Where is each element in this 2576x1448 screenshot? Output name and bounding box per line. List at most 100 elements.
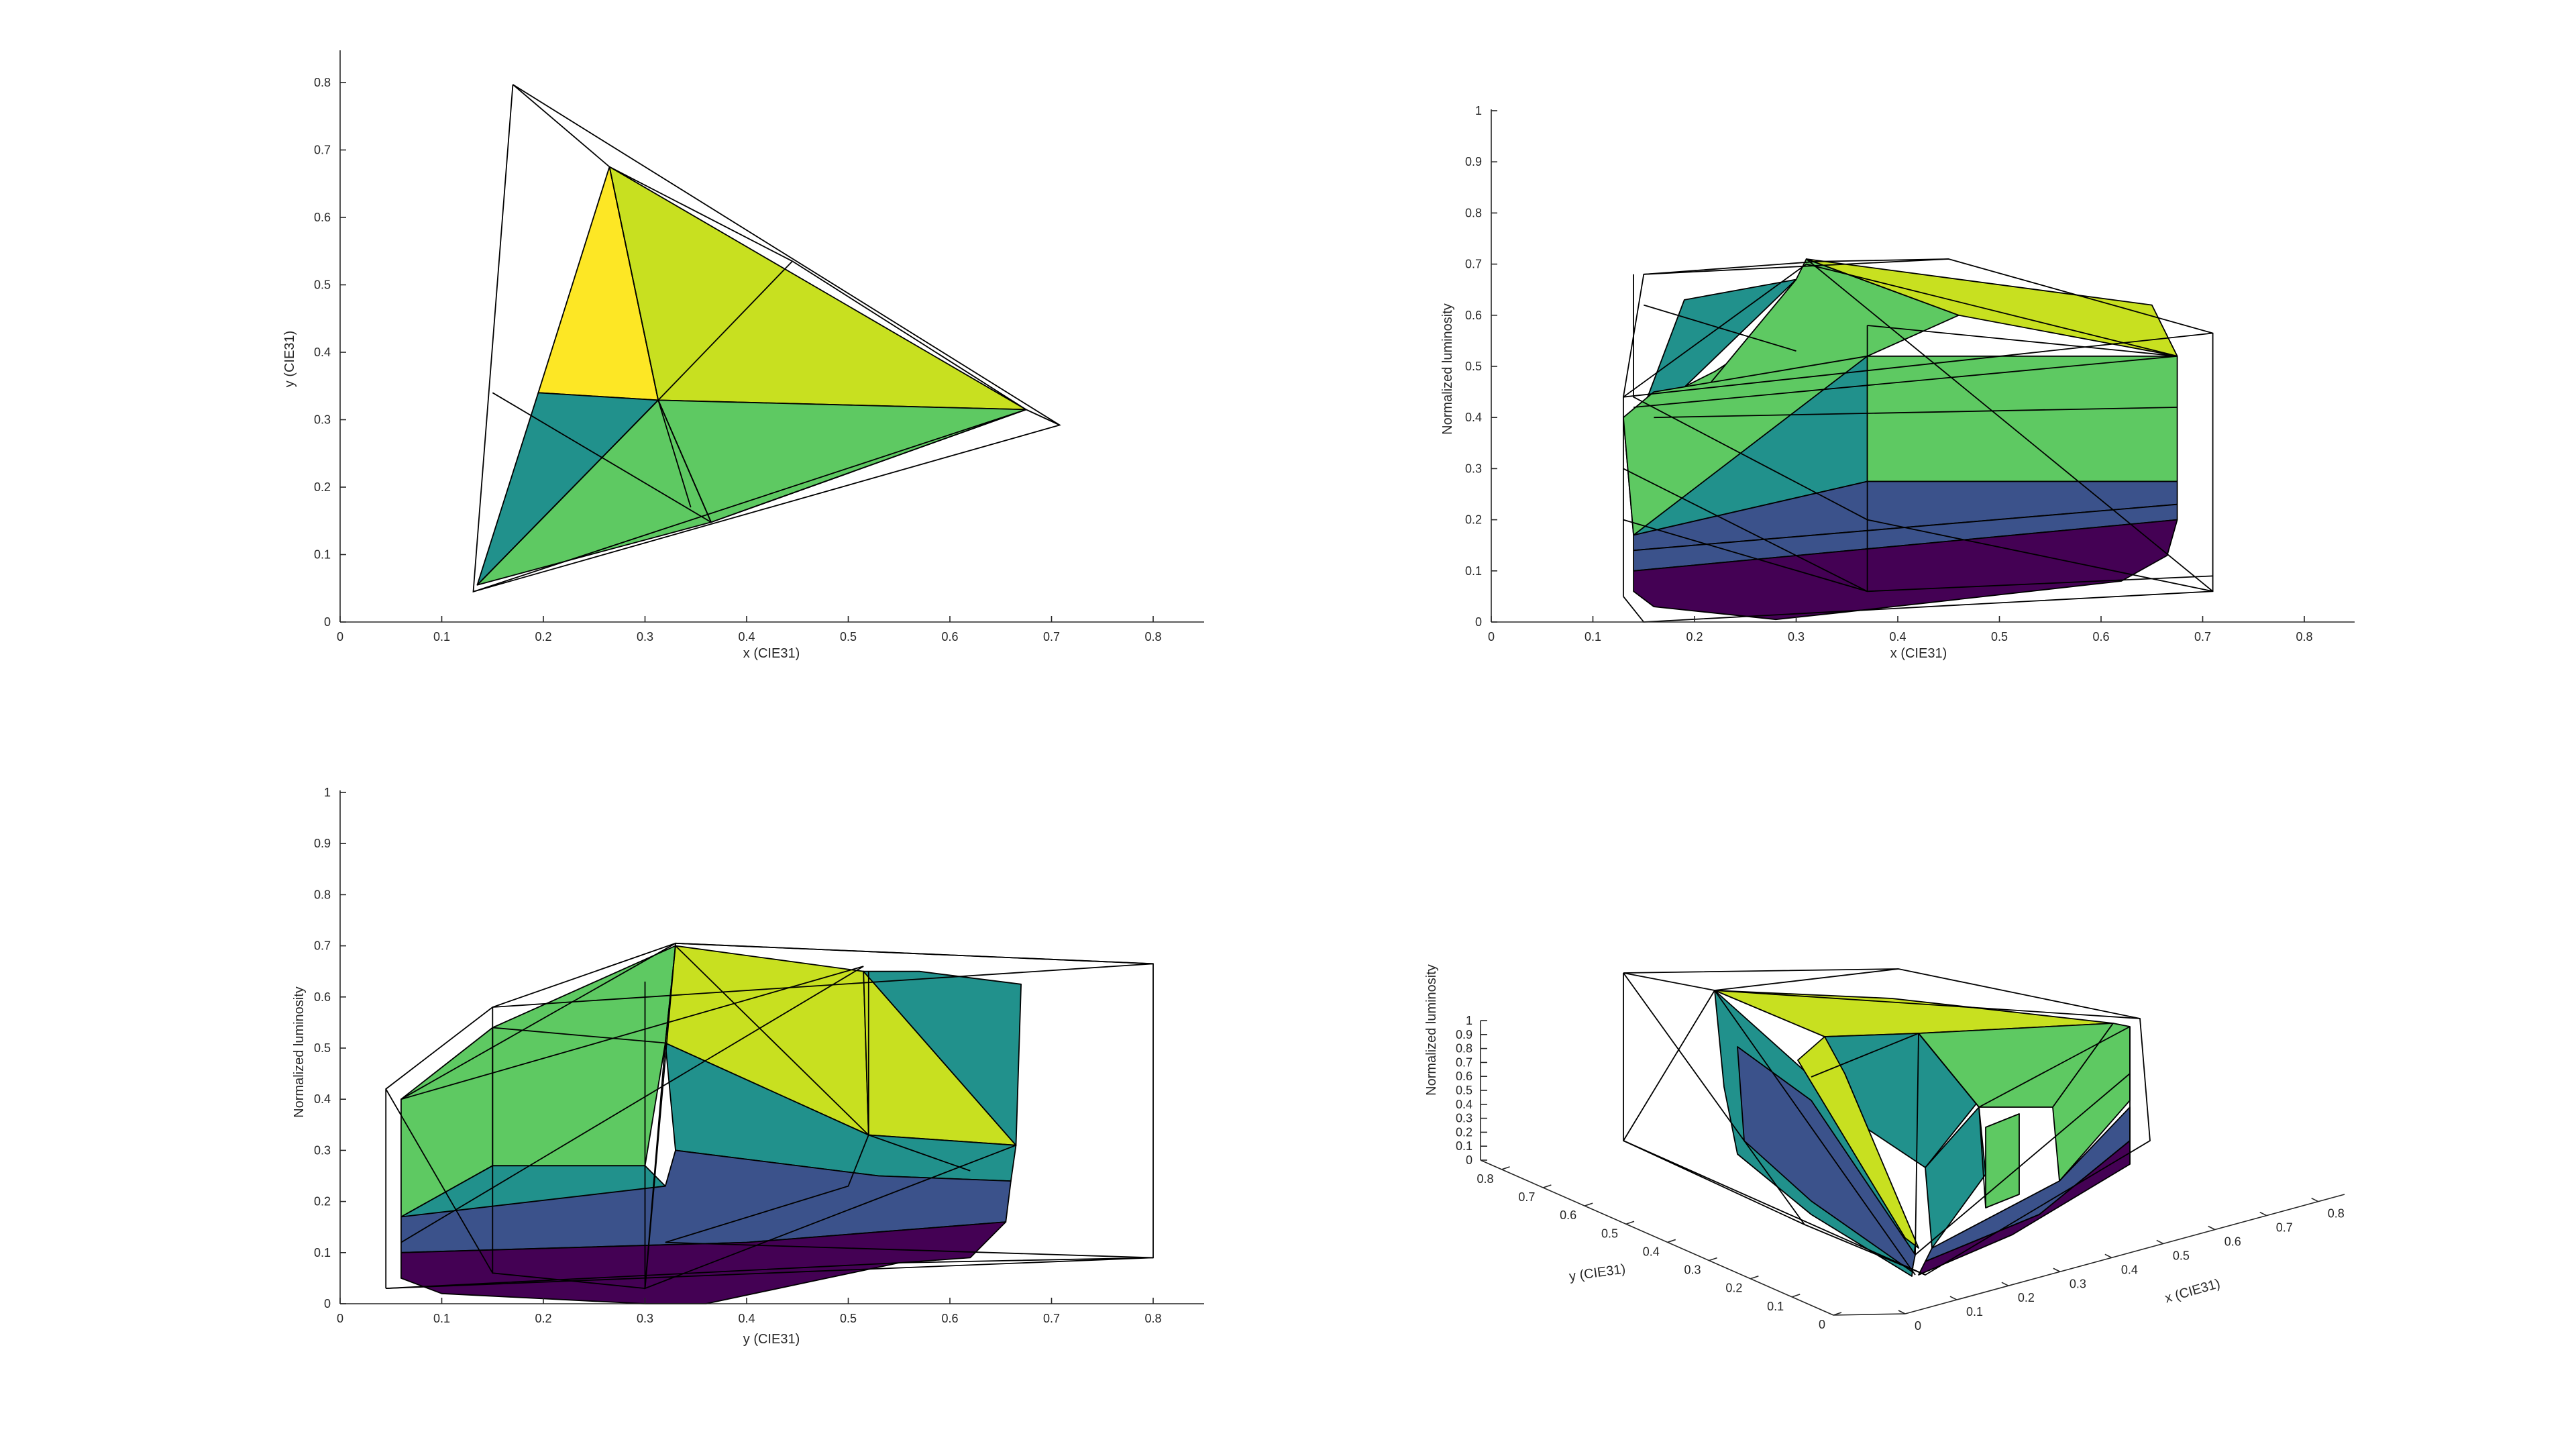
gamut-edge bbox=[385, 1088, 494, 1274]
gamut-edge bbox=[1633, 274, 2213, 592]
x-tick-label: 0.1 bbox=[1966, 1305, 1983, 1318]
gamut-edge bbox=[1714, 990, 1916, 1276]
gamut-face bbox=[2052, 1023, 2131, 1182]
x-tick-label: 0.3 bbox=[637, 630, 653, 643]
gamut-wireframe bbox=[385, 942, 1154, 1290]
x-tick-label: 0.6 bbox=[941, 1312, 958, 1325]
y-tick-mark bbox=[1543, 1184, 1552, 1188]
y-tick-label: 0.6 bbox=[1465, 309, 1482, 322]
y-tick-label: 0.2 bbox=[314, 1195, 331, 1208]
y-tick-label: 0.6 bbox=[314, 990, 331, 1004]
y-tick-label: 0.9 bbox=[314, 837, 331, 850]
chart-y-luminosity-view: 0 0.1 0.2 0.3 0.4 0.5 0.6 0.7 0.8 0 0.1 0.2 0.3 0.4 0.… bbox=[292, 786, 1204, 1347]
gamut-edge bbox=[1915, 1073, 2131, 1255]
gamut-face bbox=[1633, 480, 2178, 552]
y-tick-label: 0 bbox=[324, 615, 331, 629]
y-tick-label: 0 bbox=[1475, 615, 1482, 629]
x-tick-mark bbox=[2311, 1197, 2319, 1202]
chart-top-view: 0 0.1 0.2 0.3 0.4 0.5 0.6 0.7 0.8 0 0.1 0.2 0.3 0.4 0.… bbox=[282, 50, 1204, 661]
gamut-edge bbox=[644, 1043, 1016, 1290]
z-tick-label: 0.9 bbox=[1456, 1028, 1472, 1041]
gamut-faces bbox=[1714, 990, 2131, 1277]
gamut-edge bbox=[492, 963, 1154, 1008]
y-tick-mark bbox=[1584, 1202, 1593, 1206]
gamut-edge bbox=[657, 260, 793, 401]
y-axis-label: Normalized luminosity bbox=[1440, 303, 1455, 435]
x-tick-mark bbox=[2001, 1282, 2009, 1286]
x-tick-label: 0.1 bbox=[1585, 630, 1601, 643]
y-tick-label: 0.3 bbox=[314, 413, 331, 427]
gamut-face bbox=[400, 1221, 1007, 1304]
y-tick-mark bbox=[1791, 1294, 1801, 1298]
gamut-edge bbox=[1623, 1140, 1926, 1276]
y-tick-label: 0.7 bbox=[1465, 258, 1482, 271]
y-axis-label: y (CIE31) bbox=[282, 331, 297, 387]
gamut-edge bbox=[1644, 258, 1949, 275]
x-tick-label: 0.8 bbox=[1144, 630, 1161, 643]
axes: 00.10.20.30.40.50.60.70.80.9100.10.20.30… bbox=[1456, 1014, 2345, 1333]
x-axis-label: x (CIE31) bbox=[743, 646, 800, 661]
x-tick-mark bbox=[1898, 1310, 1906, 1314]
z-tick-label: 0.8 bbox=[1456, 1042, 1472, 1055]
y-tick-label: 0 bbox=[324, 1297, 331, 1310]
gamut-edge bbox=[675, 945, 971, 1172]
z-tick-label: 0.7 bbox=[1456, 1055, 1472, 1069]
y-tick-label: 0 bbox=[1819, 1318, 1825, 1331]
x-tick-label: 0.5 bbox=[1991, 630, 2008, 643]
x-tick-label: 0.1 bbox=[433, 630, 450, 643]
x-tick-label: 0.5 bbox=[840, 630, 857, 643]
x-tick-label: 0.7 bbox=[2276, 1221, 2293, 1235]
z-tick-label: 0.6 bbox=[1456, 1070, 1472, 1083]
x-tick-label: 0.3 bbox=[2070, 1277, 2086, 1290]
y-tick-label: 0.5 bbox=[314, 1041, 331, 1055]
y-tick-label: 0.7 bbox=[1518, 1190, 1535, 1204]
gamut-face bbox=[1633, 519, 2178, 621]
y-tick-label: 0.7 bbox=[314, 939, 331, 953]
y-tick-mark bbox=[1667, 1239, 1676, 1243]
y-tick-label: 0.6 bbox=[1560, 1208, 1576, 1222]
axes-corner-line bbox=[1833, 1313, 1906, 1316]
gamut-edge bbox=[1978, 1106, 1986, 1208]
gamut-edge bbox=[1915, 1033, 1919, 1255]
y-tick-label: 0.1 bbox=[1465, 564, 1482, 578]
y-tick-label: 0.4 bbox=[1643, 1245, 1660, 1258]
x-axis-label: x (CIE31) bbox=[2163, 1276, 2222, 1306]
chart-3d-view: 00.10.20.30.40.50.60.70.80.9100.10.20.30… bbox=[1424, 964, 2345, 1333]
x-tick-label: 0.5 bbox=[2173, 1249, 2190, 1262]
z-tick-label: 0.4 bbox=[1456, 1098, 1472, 1111]
x-axis-label: x (CIE31) bbox=[1890, 646, 1947, 661]
y-tick-label: 0.1 bbox=[314, 1246, 331, 1259]
y-tick-label: 0.1 bbox=[1767, 1300, 1784, 1313]
y-tick-label: 0.8 bbox=[314, 76, 331, 89]
y-tick-mark bbox=[1709, 1257, 1717, 1261]
x-tick-label: 0.5 bbox=[840, 1312, 857, 1325]
x-tick-label: 0.4 bbox=[738, 1312, 755, 1325]
x-tick-label: 0.3 bbox=[637, 1312, 653, 1325]
gamut-face bbox=[863, 970, 1022, 1146]
gamut-wireframe bbox=[1623, 968, 2151, 1276]
x-tick-label: 0.6 bbox=[941, 630, 958, 643]
gamut-face bbox=[657, 399, 1027, 523]
y-tick-label: 0.8 bbox=[1477, 1172, 1494, 1186]
y-tick-label: 0.2 bbox=[314, 480, 331, 494]
gamut-face bbox=[608, 166, 1027, 411]
x-tick-label: 0.4 bbox=[738, 630, 755, 643]
x-tick-label: 0.6 bbox=[2092, 630, 2109, 643]
x-tick-label: 0.7 bbox=[1043, 1312, 1060, 1325]
y-tick-mark bbox=[1625, 1221, 1635, 1225]
x-tick-label: 0.2 bbox=[535, 630, 551, 643]
y-tick-mark bbox=[1750, 1275, 1759, 1280]
x-tick-label: 0.8 bbox=[2296, 630, 2312, 643]
y-tick-label: 0.9 bbox=[1465, 155, 1482, 168]
gamut-edge bbox=[476, 399, 692, 586]
y-tick-label: 0.3 bbox=[1465, 462, 1482, 475]
chart-x-luminosity-view: 0 0.1 0.2 0.3 0.4 0.5 0.6 0.7 0.8 0 0.1 0.2 0.3 0.4 0.… bbox=[1440, 104, 2355, 661]
z-tick-label: 0.5 bbox=[1456, 1084, 1472, 1097]
y-tick-label: 0.4 bbox=[1465, 411, 1482, 424]
x-tick-mark bbox=[1949, 1296, 1957, 1300]
gamut-wireframe bbox=[472, 84, 1061, 593]
gamut-edge bbox=[1644, 304, 1796, 352]
gamut-edge bbox=[1714, 968, 1899, 991]
y-tick-label: 0.2 bbox=[1465, 513, 1482, 527]
gamut-edge bbox=[1633, 355, 2178, 408]
